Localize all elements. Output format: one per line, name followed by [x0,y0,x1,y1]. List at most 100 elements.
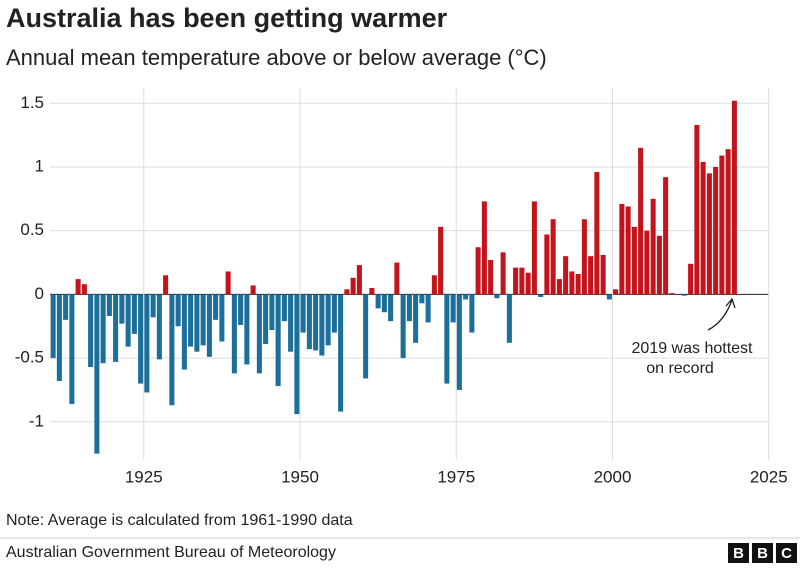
bar [550,219,556,295]
bar [275,294,281,387]
bar [75,279,81,295]
bar [206,294,212,357]
bar [569,271,575,295]
bar [438,226,444,295]
bar [538,294,544,297]
bar [175,294,181,327]
bar [481,201,487,295]
bar [688,263,694,295]
bar [100,294,106,364]
chart-subtitle: Annual mean temperature above or below a… [6,45,547,70]
logo-box [752,543,773,563]
bar [594,172,600,295]
bar [156,294,162,360]
bar [419,294,425,304]
bar [650,198,656,295]
bar [263,294,269,345]
logo-letter: B [733,545,744,562]
y-tick-label: 0.5 [20,220,44,239]
bar [463,294,469,300]
bar [488,259,494,295]
bar [194,294,200,352]
bar [506,294,512,343]
bar [281,294,287,322]
bar [613,289,619,295]
logo-letter: C [781,545,792,562]
bar [81,284,87,295]
bar [644,230,650,295]
bar [394,262,400,295]
bar [669,293,675,295]
bar [500,252,506,295]
x-tick-label: 1950 [281,467,319,486]
bar [406,294,412,322]
bar [350,277,356,295]
bar [513,267,519,295]
bar [244,294,250,365]
bar [219,294,225,342]
bar [319,294,325,356]
bar [225,271,231,295]
bar [288,294,294,352]
bar [169,294,175,406]
bar [125,294,131,347]
bar [625,206,631,295]
bar [700,161,706,295]
bar [369,288,375,295]
y-tick-label: -0.5 [15,348,44,367]
bar [731,100,737,295]
bar [256,294,262,374]
logo-letter: B [757,545,768,562]
bar [600,254,606,295]
bar [188,294,194,347]
bar [575,274,581,295]
note: Note: Average is calculated from 1961-19… [6,512,353,529]
logo-box [728,543,749,563]
bar [113,294,119,362]
bar [525,272,531,295]
bar [344,289,350,295]
bar [631,226,637,295]
bar [238,294,244,325]
bar [94,294,100,454]
bar [544,234,550,295]
bar [363,294,369,379]
bar [444,294,450,384]
logo-box [776,543,797,563]
bar [431,275,437,295]
bar [331,294,337,333]
bar [200,294,206,346]
annotation: on record [646,360,714,377]
annotation-arrow [707,297,736,331]
bar [131,294,137,334]
bar [181,294,187,370]
bar [713,166,719,295]
bar [475,247,481,295]
annotation: 2019 was hottest [632,340,754,357]
bar [63,294,69,320]
bar [119,294,125,324]
bar [725,149,731,295]
bar [388,294,394,322]
bar [681,294,687,296]
bar [163,275,169,295]
bar [656,235,662,295]
bar [706,173,712,295]
bar [519,267,525,295]
bar [663,177,669,295]
bar [306,294,312,350]
bar [231,294,237,374]
bar [144,294,150,393]
chart-title: Australia has been getting warmer [6,3,448,33]
source: Australian Government Bureau of Meteorol… [6,544,336,561]
x-tick-label: 1975 [437,467,475,486]
y-tick-label: 0 [35,284,44,303]
bar [494,294,500,299]
bar [356,265,362,295]
x-tick-label: 2000 [594,467,632,486]
bar [56,294,62,382]
bar [269,294,275,331]
bar [400,294,406,359]
bar [325,294,331,346]
